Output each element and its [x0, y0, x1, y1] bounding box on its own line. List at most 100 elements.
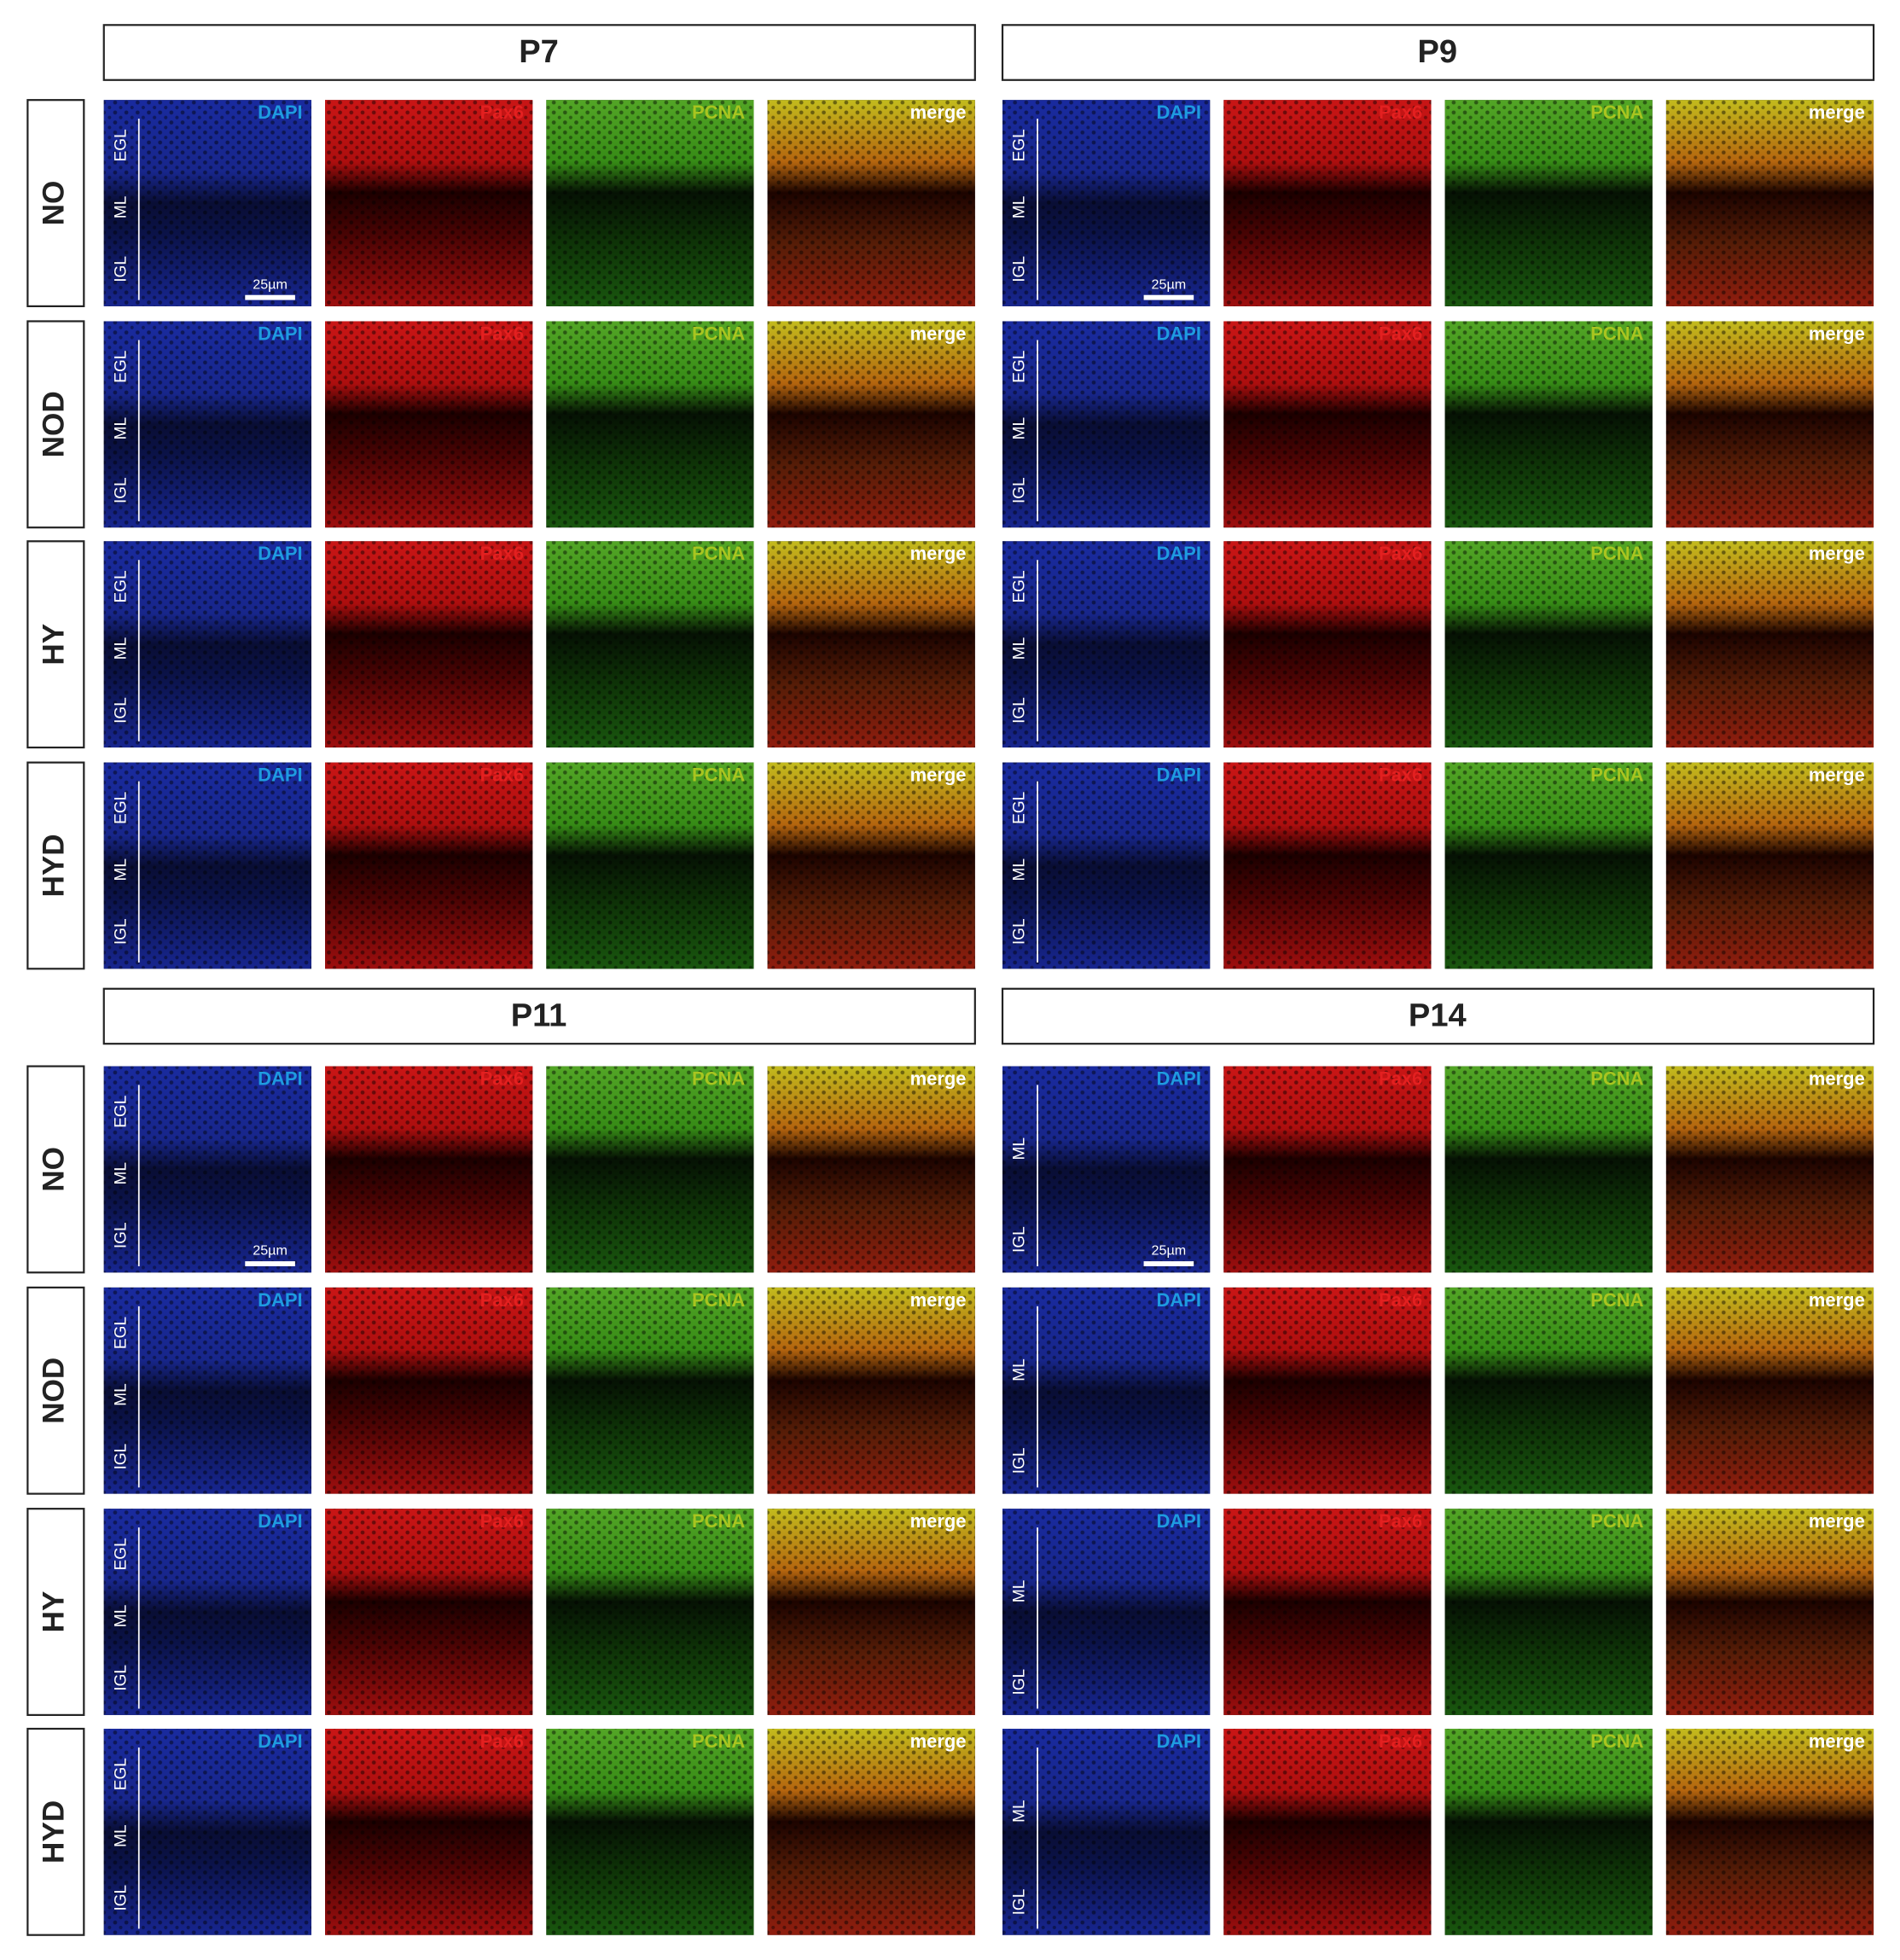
panel-texture — [546, 762, 754, 969]
micrograph-panel: merge — [1665, 1728, 1874, 1935]
micrograph-panel: DAPI ML IGL — [1002, 1509, 1211, 1715]
layer-label: IGL — [1011, 918, 1029, 945]
layer-label: IGL — [112, 918, 130, 945]
micrograph-panel: PCNA — [1444, 1066, 1653, 1273]
micrograph-panel: PCNA — [546, 541, 754, 748]
micrograph-panel: merge — [767, 321, 975, 528]
panel-texture — [1444, 1509, 1653, 1715]
panel-texture — [546, 1287, 754, 1494]
micrograph-panel: PCNA — [546, 1728, 754, 1935]
panel-texture — [1444, 541, 1653, 748]
micrograph-panel: PCNA — [1444, 762, 1653, 969]
micrograph-panel: Pax6 — [325, 1728, 533, 1935]
micrograph-panel: merge — [767, 762, 975, 969]
layer-label: ML — [1011, 196, 1029, 218]
micrograph-panel: Pax6 — [1223, 321, 1432, 528]
channel-label: Pax6 — [1379, 543, 1422, 564]
layer-label: ML — [112, 1383, 130, 1405]
micrograph-panel: PCNA — [546, 762, 754, 969]
layer-label: IGL — [112, 697, 130, 724]
micrograph-panel: DAPI EGL ML IGL — [1002, 321, 1211, 528]
channel-label: DAPI — [258, 1730, 303, 1752]
channel-label: merge — [1809, 765, 1865, 786]
micrograph-panel: merge — [1665, 541, 1874, 748]
micrograph-panel: Pax6 — [1223, 100, 1432, 306]
panel-texture — [325, 321, 533, 528]
channel-label: merge — [1809, 102, 1865, 123]
channel-label: Pax6 — [1379, 1730, 1422, 1752]
micrograph-panel: DAPI EGL ML IGL — [103, 1287, 311, 1494]
layer-label: EGL — [112, 1096, 130, 1128]
micrograph-panel: DAPI EGL ML IGL — [1002, 762, 1211, 969]
layer-label: ML — [1011, 1137, 1029, 1160]
micrograph-panel: PCNA — [546, 1287, 754, 1494]
layer-label: IGL — [112, 256, 130, 282]
layer-label: EGL — [112, 792, 130, 824]
panel-texture — [325, 1509, 533, 1715]
panel-texture — [767, 321, 975, 528]
micrograph-panel: PCNA — [1444, 1728, 1653, 1935]
row-label-box — [26, 99, 85, 308]
panel-texture — [325, 1066, 533, 1273]
micrograph-panel: DAPI EGL ML IGL — [103, 321, 311, 528]
panel-texture — [1665, 762, 1874, 969]
layer-label: EGL — [112, 1758, 130, 1790]
panel-texture — [1444, 100, 1653, 306]
panel-texture — [1665, 321, 1874, 528]
channel-label: Pax6 — [1379, 323, 1422, 344]
panel-texture — [767, 1287, 975, 1494]
micrograph-panel: DAPI EGL ML IGL — [1002, 541, 1211, 748]
channel-label: Pax6 — [480, 1289, 524, 1311]
panel-texture — [1665, 541, 1874, 748]
channel-label: DAPI — [1156, 765, 1201, 786]
panel-texture — [325, 762, 533, 969]
panel-texture — [546, 1728, 754, 1935]
micrograph-panel: PCNA — [546, 1509, 754, 1715]
micrograph-panel: Pax6 — [325, 100, 533, 306]
micrograph-panel: merge — [1665, 1287, 1874, 1494]
layer-label: IGL — [112, 1665, 130, 1691]
scale-bar — [1143, 1261, 1194, 1266]
channel-label: PCNA — [1590, 1510, 1643, 1532]
row-label: HYD — [38, 1800, 71, 1864]
channel-label: PCNA — [692, 543, 745, 564]
panel-texture — [1223, 541, 1432, 748]
channel-label: PCNA — [692, 102, 745, 123]
layer-label: EGL — [112, 351, 130, 383]
layer-label: EGL — [112, 129, 130, 161]
channel-label: Pax6 — [480, 323, 524, 344]
layer-label: ML — [1011, 1800, 1029, 1822]
panel-texture — [1665, 1287, 1874, 1494]
layer-label: ML — [1011, 858, 1029, 881]
channel-label: DAPI — [258, 543, 303, 564]
channel-label: merge — [910, 1289, 967, 1311]
micrograph-panel: Pax6 — [1223, 762, 1432, 969]
channel-label: Pax6 — [1379, 765, 1422, 786]
micrograph-panel: PCNA — [546, 321, 754, 528]
row-label-box — [26, 1065, 85, 1274]
layer-label: ML — [112, 196, 130, 218]
channel-label: PCNA — [1590, 1289, 1643, 1311]
channel-label: DAPI — [258, 323, 303, 344]
row-label: NO — [38, 1147, 71, 1192]
scale-bar-label: 25µm — [1152, 276, 1187, 292]
row-label: NO — [38, 181, 71, 226]
panel-texture — [546, 1509, 754, 1715]
layer-label: EGL — [1011, 351, 1029, 383]
channel-label: PCNA — [1590, 765, 1643, 786]
panel-texture — [767, 762, 975, 969]
panel-texture — [325, 541, 533, 748]
block-title: P11 — [511, 998, 567, 1034]
micrograph-panel: PCNA — [1444, 321, 1653, 528]
layer-label: ML — [112, 1605, 130, 1627]
micrograph-panel: merge — [767, 1509, 975, 1715]
micrograph-panel: DAPI EGL ML IGL — [103, 762, 311, 969]
panel-texture — [1665, 1728, 1874, 1935]
channel-label: Pax6 — [1379, 102, 1422, 123]
layer-label: EGL — [112, 570, 130, 602]
panel-texture — [1223, 1066, 1432, 1273]
channel-label: merge — [1809, 323, 1865, 344]
channel-label: DAPI — [258, 1289, 303, 1311]
scale-bar-label: 25µm — [253, 276, 288, 292]
scale-bar — [245, 294, 295, 300]
